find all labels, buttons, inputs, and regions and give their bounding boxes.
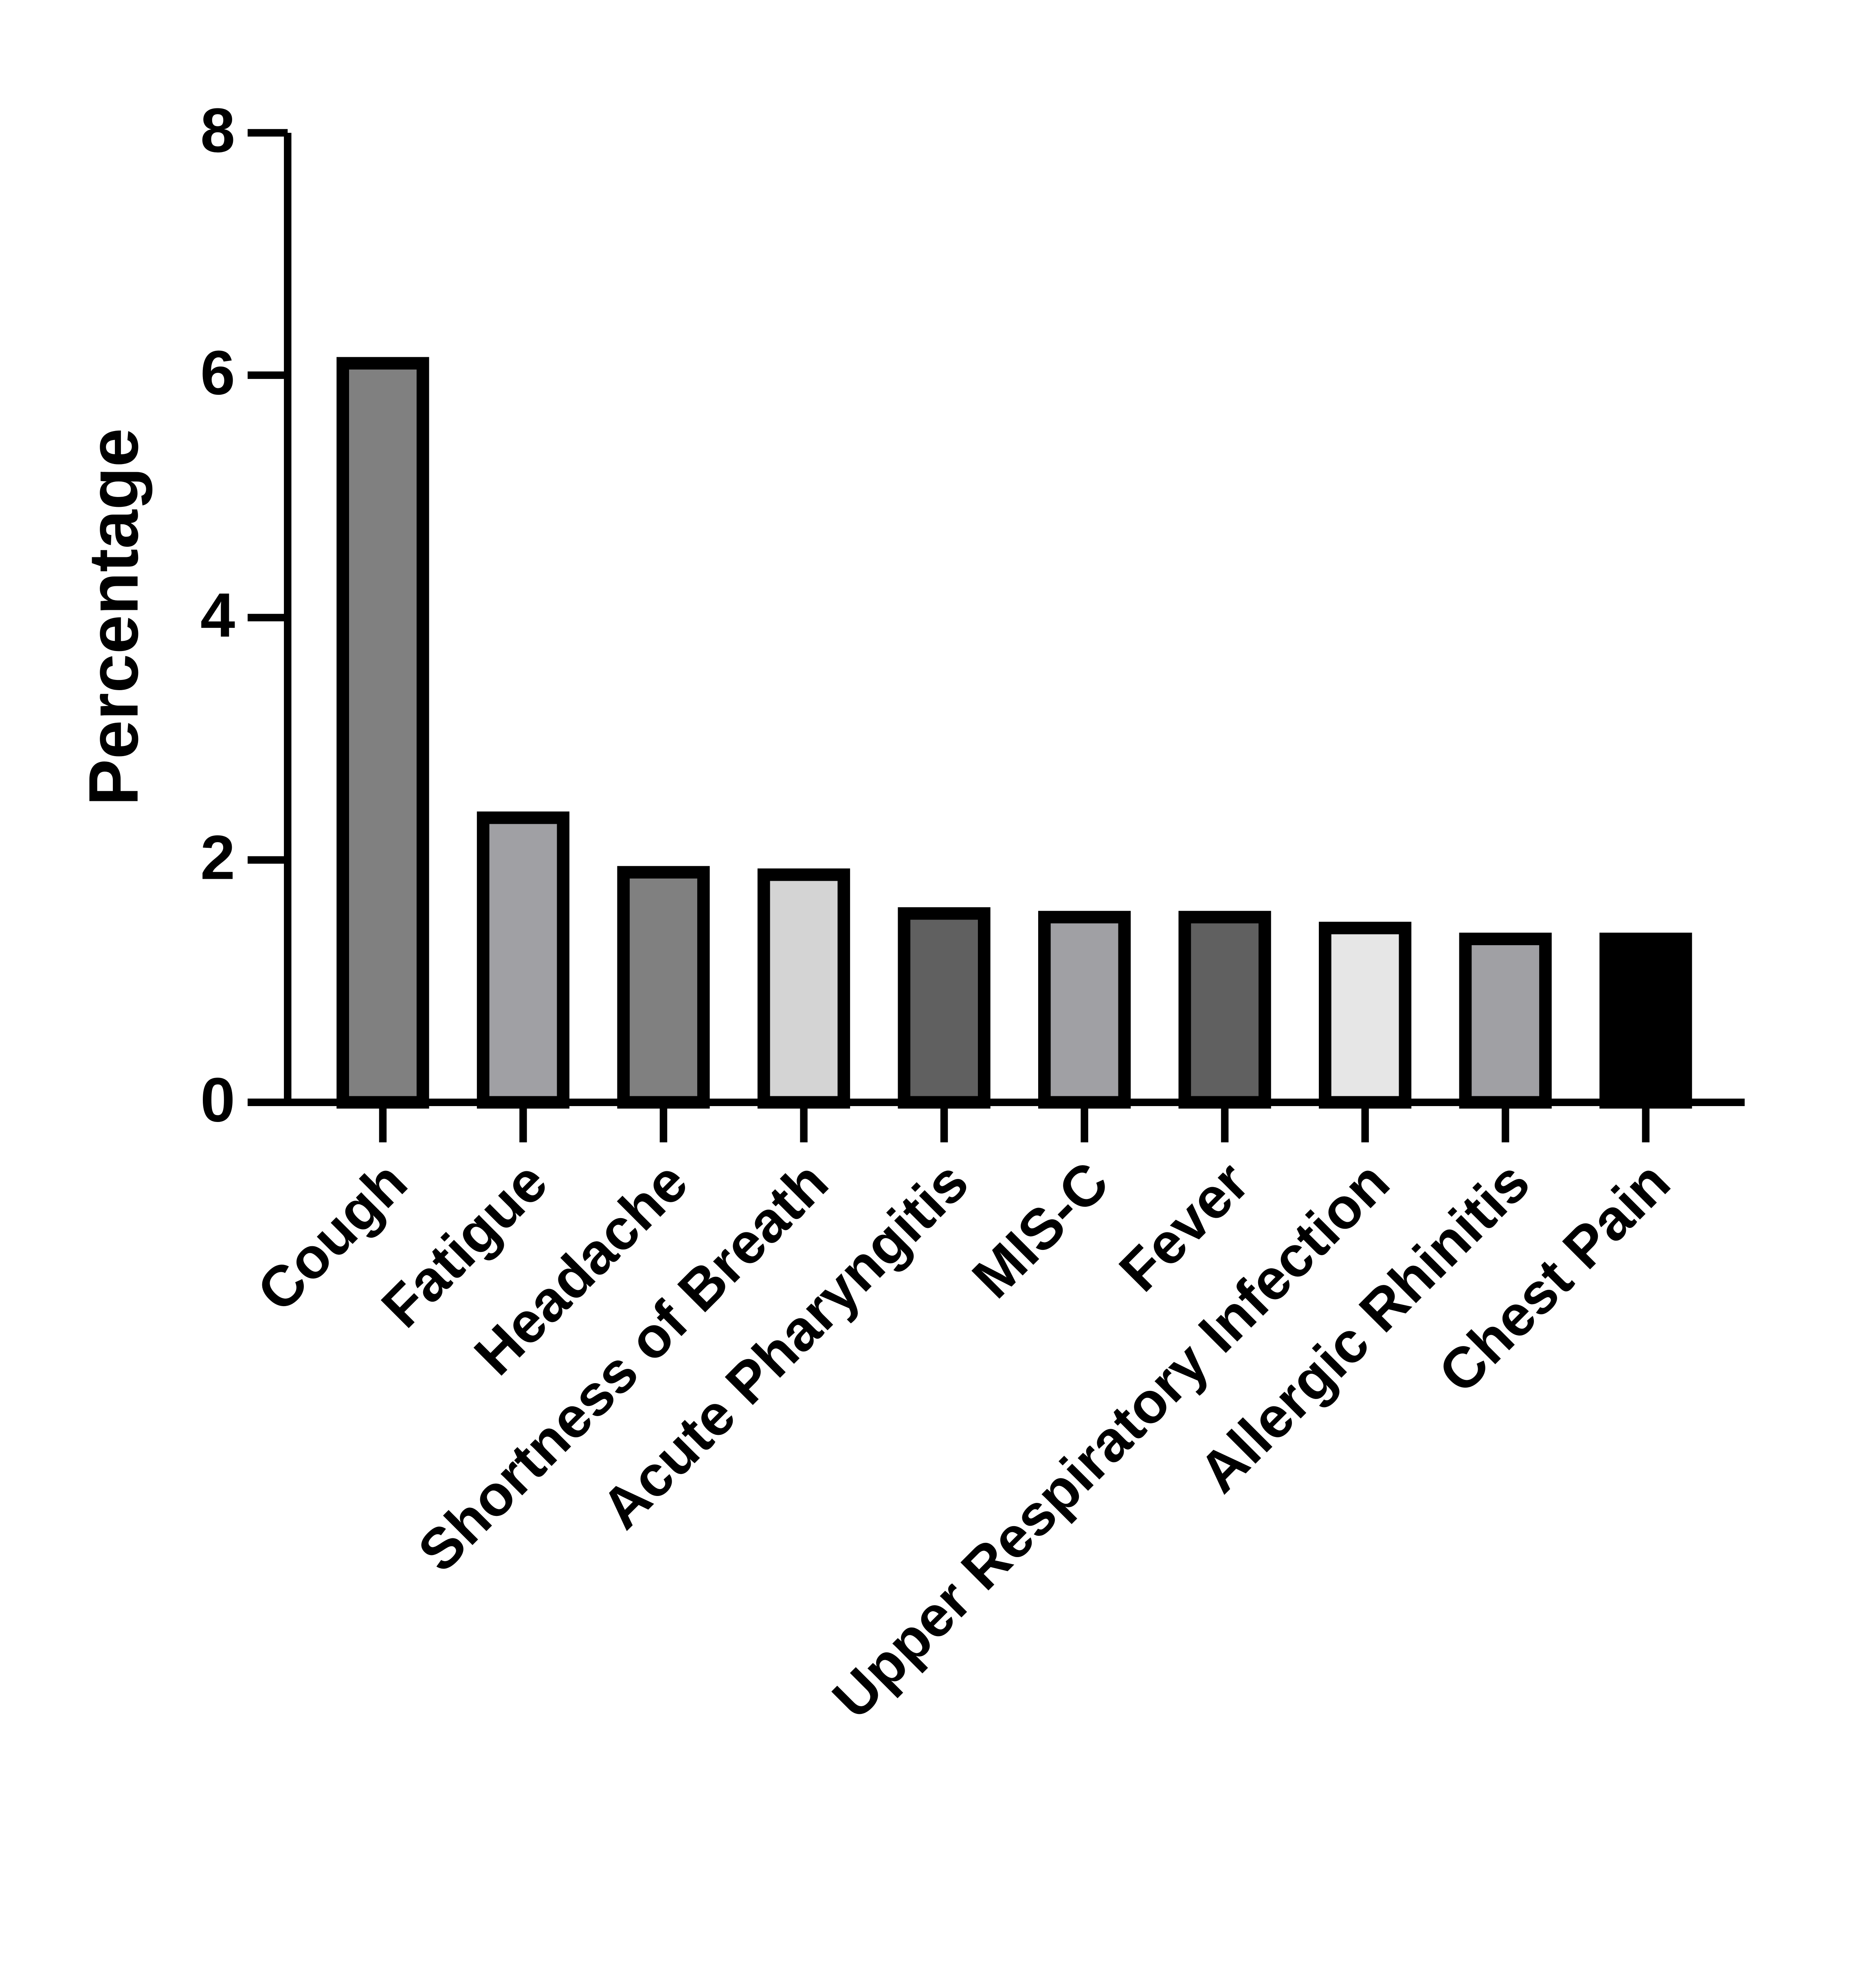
bar bbox=[1319, 922, 1412, 1109]
bar bbox=[477, 811, 570, 1109]
bar bbox=[898, 907, 991, 1109]
y-axis-label: Percentage bbox=[75, 428, 153, 806]
x-tick-label: MIS-C bbox=[960, 1149, 1121, 1310]
y-tick-label: 0 bbox=[200, 1065, 235, 1135]
bar bbox=[757, 868, 850, 1109]
bar bbox=[1599, 933, 1692, 1109]
bar bbox=[1178, 911, 1271, 1109]
y-tick-label: 2 bbox=[200, 823, 235, 893]
bar bbox=[1459, 933, 1552, 1109]
bar bbox=[617, 866, 710, 1109]
y-tick-label: 8 bbox=[200, 95, 235, 165]
y-tick-label: 4 bbox=[200, 580, 235, 650]
y-tick-label: 6 bbox=[200, 338, 235, 408]
bar bbox=[336, 357, 429, 1109]
bar bbox=[1038, 911, 1131, 1109]
